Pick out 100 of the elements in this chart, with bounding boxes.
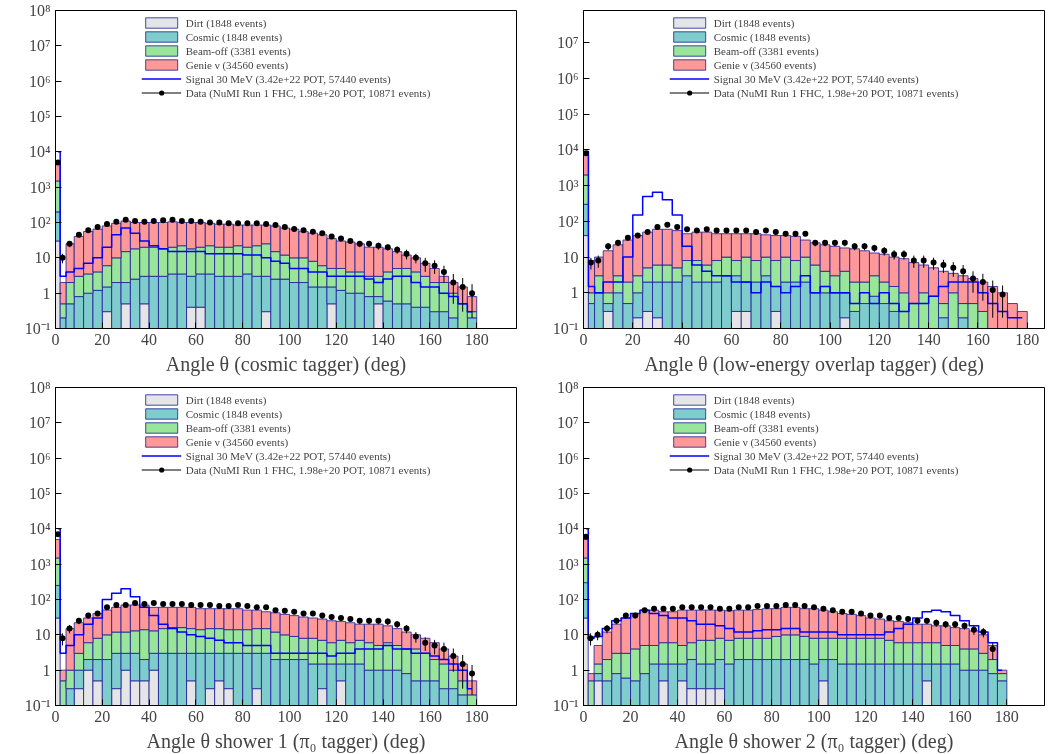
x-tick-label: 80: [772, 330, 789, 348]
x-tick-label: 80: [234, 707, 251, 725]
y-tick-label: 10: [34, 249, 51, 267]
x-tick-label: 180: [464, 330, 489, 348]
y-tick-label: 10²: [557, 212, 579, 230]
x-tick-label: 160: [417, 707, 442, 725]
legend-label: Genie ν (34560 events): [185, 58, 289, 71]
y-tick-label: 10⁴: [28, 143, 51, 161]
legend-label: Cosmic (1848 events): [185, 30, 283, 43]
y-tick-label: 10⁶: [556, 69, 579, 87]
legend-label: Data (NuMI Run 1 FHC, 1.98e+20 POT, 10871 events): [713, 463, 959, 476]
x-axis-title: Angle θ shower 2 (π₀ tagger) (deg): [674, 729, 954, 753]
x-tick-label: 0: [579, 707, 588, 725]
legend-label: Beam-off (3381 events): [713, 44, 819, 57]
y-tick-label: 10⁴: [556, 141, 579, 159]
y-tick-label: 10⁻¹: [24, 320, 51, 337]
y-tick-label: 10: [562, 626, 579, 644]
x-tick-label: 160: [417, 330, 442, 348]
y-tick-label: 10⁵: [556, 105, 579, 123]
x-tick-label: 100: [818, 330, 843, 348]
legend-label: Beam-off (3381 events): [185, 44, 291, 57]
legend-label: Beam-off (3381 events): [185, 421, 291, 434]
y-tick-label: 10³: [557, 555, 579, 573]
y-tick-label: 10⁻¹: [552, 320, 579, 337]
legend-label: Signal 30 MeV (3.42e+22 POT, 57440 events): [713, 72, 919, 85]
y-tick-label: 10⁷: [556, 34, 579, 52]
x-tick-label: 40: [141, 330, 158, 348]
legend-label: Dirt (1848 events): [713, 16, 795, 29]
y-tick-label: 10⁴: [28, 520, 51, 538]
y-tick-label: 10⁻¹: [24, 697, 51, 714]
x-tick-label: 80: [763, 707, 780, 725]
x-tick-label: 60: [716, 707, 733, 725]
x-tick-label: 80: [234, 330, 251, 348]
legend-label: Data (NuMI Run 1 FHC, 1.98e+20 POT, 10871 events): [713, 86, 959, 99]
y-tick-label: 10³: [29, 555, 51, 573]
legend-label: Dirt (1848 events): [185, 16, 267, 29]
y-tick-label: 10⁶: [28, 449, 51, 467]
legend-label: Cosmic (1848 events): [185, 407, 283, 420]
x-tick-label: 100: [277, 707, 302, 725]
y-tick-label: 10⁸: [28, 379, 51, 396]
legend-label: Genie ν (34560 events): [713, 58, 817, 71]
y-tick-label: 1: [570, 284, 579, 302]
x-tick-label: 140: [371, 330, 396, 348]
y-tick-label: 10⁻¹: [552, 697, 579, 714]
x-tick-label: 160: [947, 707, 972, 725]
x-tick-label: 0: [51, 330, 60, 348]
y-tick-label: 10⁵: [556, 485, 579, 502]
y-tick-label: 1: [570, 661, 579, 679]
x-axis-title: Angle θ (cosmic tagger) (deg): [165, 352, 407, 376]
legend-label: Beam-off (3381 events): [713, 421, 819, 434]
x-tick-label: 120: [867, 330, 892, 348]
y-tick-label: 10³: [557, 177, 579, 195]
x-tick-label: 180: [994, 707, 1019, 725]
x-tick-label: 140: [900, 707, 925, 725]
x-tick-label: 60: [187, 330, 204, 348]
x-tick-label: 20: [624, 330, 641, 348]
legend-label: Data (NuMI Run 1 FHC, 1.98e+20 POT, 10871 events): [185, 86, 431, 99]
y-tick-label: 10⁸: [28, 2, 51, 19]
y-tick-label: 1: [42, 284, 51, 302]
x-tick-label: 40: [669, 707, 686, 725]
x-tick-label: 120: [853, 707, 878, 725]
y-tick-label: 10⁵: [28, 485, 51, 502]
y-tick-label: 10⁴: [556, 520, 579, 538]
y-tick-label: 10⁷: [28, 414, 51, 432]
legend-label: Dirt (1848 events): [185, 393, 267, 406]
x-tick-label: 0: [579, 330, 588, 348]
x-tick-label: 120: [324, 707, 349, 725]
legend-label: Data (NuMI Run 1 FHC, 1.98e+20 POT, 10871 events): [185, 463, 431, 476]
y-tick-label: 10²: [557, 591, 579, 608]
x-tick-label: 180: [464, 707, 489, 725]
x-tick-label: 140: [371, 707, 396, 725]
y-tick-label: 10⁷: [556, 414, 579, 432]
x-tick-label: 140: [916, 330, 941, 348]
legend-label: Genie ν (34560 events): [713, 435, 817, 448]
x-tick-label: 20: [622, 707, 639, 725]
x-tick-label: 20: [94, 330, 111, 348]
legend-label: Genie ν (34560 events): [185, 435, 289, 448]
y-tick-label: 10: [562, 248, 579, 266]
y-tick-label: 1: [42, 661, 51, 679]
x-tick-label: 40: [674, 330, 691, 348]
legend-label: Cosmic (1848 events): [713, 407, 811, 420]
y-tick-label: 10³: [29, 178, 51, 196]
x-tick-label: 40: [141, 707, 158, 725]
x-axis-title: Angle θ (low-energy overlap tagger) (deg): [644, 352, 984, 376]
y-tick-label: 10⁷: [28, 37, 51, 55]
y-tick-label: 10⁶: [556, 449, 579, 467]
x-tick-label: 180: [1015, 330, 1040, 348]
x-tick-label: 100: [806, 707, 831, 725]
legend-label: Cosmic (1848 events): [713, 30, 811, 43]
x-tick-label: 60: [187, 707, 204, 725]
x-tick-label: 20: [94, 707, 111, 725]
x-tick-label: 160: [965, 330, 990, 348]
y-tick-label: 10: [34, 626, 51, 644]
legend-label: Signal 30 MeV (3.42e+22 POT, 57440 events): [713, 449, 919, 462]
legend-label: Signal 30 MeV (3.42e+22 POT, 57440 events): [185, 72, 391, 85]
x-axis-title: Angle θ shower 1 (π₀ tagger) (deg): [146, 729, 426, 753]
x-tick-label: 100: [277, 330, 302, 348]
x-tick-label: 0: [51, 707, 60, 725]
x-tick-label: 120: [324, 330, 349, 348]
y-tick-label: 10⁶: [28, 72, 51, 90]
